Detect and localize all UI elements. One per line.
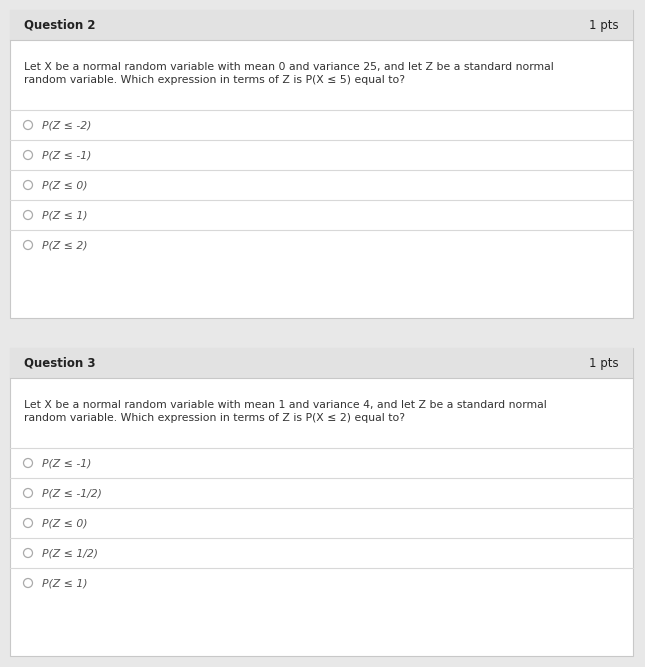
Text: P(Z ≤ 0): P(Z ≤ 0) (42, 518, 88, 528)
Text: P(Z ≤ -2): P(Z ≤ -2) (42, 120, 92, 130)
Text: random variable. Which expression in terms of Z is P(X ≤ 5) equal to?: random variable. Which expression in ter… (24, 75, 405, 85)
Text: P(Z ≤ -1): P(Z ≤ -1) (42, 458, 92, 468)
Text: P(Z ≤ 1): P(Z ≤ 1) (42, 210, 88, 220)
FancyBboxPatch shape (10, 10, 633, 318)
FancyBboxPatch shape (10, 10, 633, 40)
Text: random variable. Which expression in terms of Z is P(X ≤ 2) equal to?: random variable. Which expression in ter… (24, 413, 405, 423)
Text: Question 3: Question 3 (24, 356, 95, 370)
FancyBboxPatch shape (10, 348, 633, 656)
Text: Question 2: Question 2 (24, 19, 95, 31)
Text: Let X be a normal random variable with mean 1 and variance 4, and let Z be a sta: Let X be a normal random variable with m… (24, 400, 547, 410)
Text: P(Z ≤ -1): P(Z ≤ -1) (42, 150, 92, 160)
Text: 1 pts: 1 pts (590, 19, 619, 31)
Text: P(Z ≤ 0): P(Z ≤ 0) (42, 180, 88, 190)
FancyBboxPatch shape (10, 348, 633, 378)
Text: P(Z ≤ -1/2): P(Z ≤ -1/2) (42, 488, 102, 498)
Text: P(Z ≤ 1): P(Z ≤ 1) (42, 578, 88, 588)
Text: 1 pts: 1 pts (590, 356, 619, 370)
Text: Let X be a normal random variable with mean 0 and variance 25, and let Z be a st: Let X be a normal random variable with m… (24, 62, 554, 72)
Text: P(Z ≤ 1/2): P(Z ≤ 1/2) (42, 548, 98, 558)
Text: P(Z ≤ 2): P(Z ≤ 2) (42, 240, 88, 250)
